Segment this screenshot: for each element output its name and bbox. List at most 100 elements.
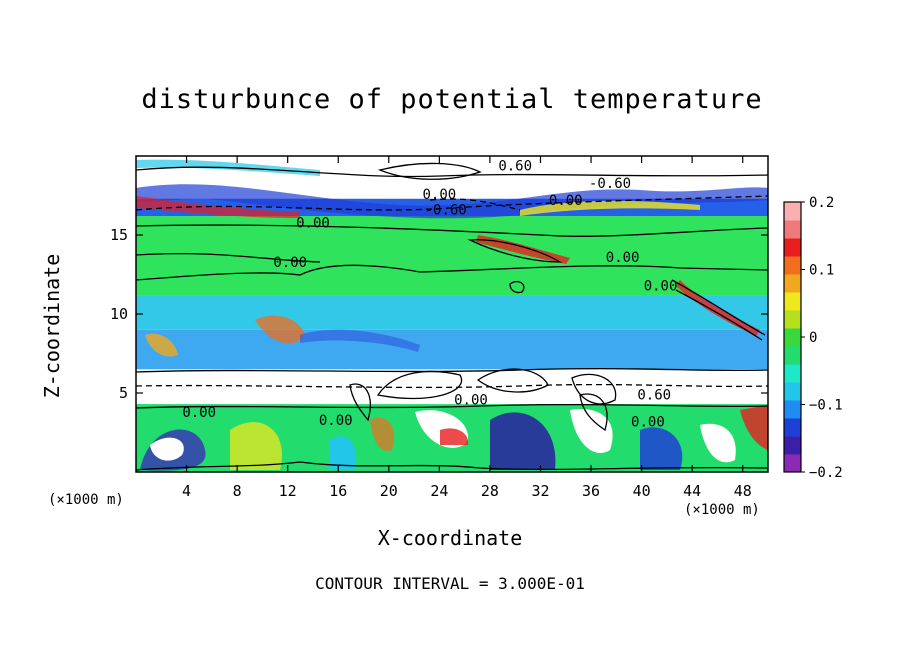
contour-label: 0.00 bbox=[273, 255, 307, 271]
contour-line bbox=[136, 461, 768, 471]
x-tick-label: 28 bbox=[481, 482, 499, 500]
colorbar-tick-label: 0 bbox=[809, 330, 817, 346]
contour-label: -0.60 bbox=[425, 203, 467, 219]
colorbar-segment bbox=[784, 202, 801, 221]
y-tick-label: 10 bbox=[110, 305, 128, 323]
upper-streak bbox=[520, 200, 700, 216]
contour-interval-note: CONTOUR INTERVAL = 3.000E-01 bbox=[315, 574, 585, 593]
colorbar-segment bbox=[784, 382, 801, 401]
color-bands bbox=[136, 156, 768, 472]
contour-line bbox=[377, 162, 482, 180]
colorbar: 0.2 0.1 0 −0.1 −0.2 bbox=[783, 195, 843, 481]
contour-labels: 0.60-0.600.00 0.00-0.600.000.00 0.000.000.… bbox=[182, 158, 677, 430]
field-band bbox=[136, 329, 768, 370]
x-tick-label: 48 bbox=[734, 482, 752, 500]
contour-line bbox=[349, 383, 371, 422]
x-tick-label: 4 bbox=[182, 482, 191, 500]
turbulence-blob bbox=[570, 409, 613, 454]
colorbar-segment bbox=[784, 364, 801, 383]
turbulence-blob bbox=[150, 437, 184, 461]
contour-line bbox=[136, 403, 768, 409]
turbulence-blob bbox=[740, 405, 768, 450]
x-tick-label: 32 bbox=[531, 482, 549, 500]
contour-label: 0.00 bbox=[631, 414, 665, 430]
colorbar-segment bbox=[784, 256, 801, 275]
contour-label: 0.00 bbox=[454, 392, 488, 408]
mid-feature bbox=[145, 333, 178, 357]
contour-line bbox=[675, 289, 763, 341]
x-unit-label-right: (×1000 m) bbox=[684, 502, 760, 518]
field-band bbox=[136, 216, 768, 296]
colorbar-segment bbox=[784, 220, 801, 239]
colorbar-segment bbox=[784, 310, 801, 329]
contour-line bbox=[429, 198, 521, 211]
colorbar-segment bbox=[784, 292, 801, 311]
y-tick-label: 15 bbox=[110, 226, 128, 244]
contour-line bbox=[579, 393, 608, 432]
x-tick-label: 16 bbox=[329, 482, 347, 500]
turbulence-blob bbox=[370, 417, 395, 451]
contour-label: 0.00 bbox=[606, 250, 640, 266]
x-tick-label: 12 bbox=[279, 482, 297, 500]
contour-label: 0.00 bbox=[549, 193, 583, 209]
turbulence-blob bbox=[230, 422, 282, 470]
mid-feature bbox=[676, 280, 760, 336]
contour-line bbox=[467, 239, 563, 263]
contour-line bbox=[476, 368, 549, 393]
x-tick-label: 44 bbox=[683, 482, 701, 500]
y-axis-label: Z-coordinate bbox=[40, 253, 64, 399]
contour-line bbox=[376, 370, 463, 400]
x-unit-label: (×1000 m) bbox=[48, 492, 124, 508]
x-axis: 4 8 12 16 20 24 28 32 36 40 44 48 bbox=[182, 156, 752, 500]
colorbar-tick-label: 0.2 bbox=[809, 195, 834, 211]
colorbar-segment bbox=[784, 238, 801, 257]
contour-label: 0.60 bbox=[637, 388, 671, 404]
x-tick-label: 24 bbox=[430, 482, 448, 500]
chart-title: disturbunce of potential temperature bbox=[141, 84, 763, 115]
colorbar-tick-label: 0.1 bbox=[809, 263, 834, 279]
turbulence-blob bbox=[330, 436, 356, 470]
colorbar-segment bbox=[784, 346, 801, 365]
field-band bbox=[136, 295, 768, 330]
y-axis: 5 10 15 bbox=[110, 226, 768, 402]
contour-label: 0.00 bbox=[182, 405, 216, 421]
turbulence-blob bbox=[490, 412, 556, 470]
upper-streak bbox=[136, 184, 768, 219]
mid-feature bbox=[255, 315, 305, 344]
y-tick-label: 5 bbox=[119, 384, 128, 402]
contour-label: 0.00 bbox=[644, 279, 678, 295]
turbulence-blob bbox=[700, 423, 736, 463]
contour-line bbox=[136, 252, 321, 263]
contour-line bbox=[136, 166, 768, 178]
contour-line bbox=[136, 224, 768, 237]
contour-label: 0.60 bbox=[498, 158, 532, 174]
colorbar-tick-label: −0.2 bbox=[809, 465, 843, 481]
x-tick-label: 40 bbox=[633, 482, 651, 500]
colorbar-segment bbox=[784, 454, 801, 473]
x-tick-label: 20 bbox=[380, 482, 398, 500]
contour-line bbox=[136, 264, 768, 281]
contour-line bbox=[571, 373, 617, 405]
contour-line bbox=[136, 195, 768, 211]
colorbar-segment bbox=[784, 400, 801, 419]
x-tick-label: 8 bbox=[233, 482, 242, 500]
colorbar-segment bbox=[784, 418, 801, 437]
contour-label: -0.60 bbox=[589, 176, 631, 192]
colorbar-segment bbox=[784, 328, 801, 347]
x-tick-label: 36 bbox=[582, 482, 600, 500]
contour-label: 0.00 bbox=[296, 215, 330, 231]
contour-label: 0.00 bbox=[319, 413, 353, 429]
contour-line bbox=[509, 280, 525, 294]
colorbar-segment bbox=[784, 274, 801, 293]
turbulence-blob bbox=[440, 428, 469, 445]
colorbar-tick-label: −0.1 bbox=[809, 398, 843, 414]
contour-line bbox=[671, 279, 766, 336]
contour-lines bbox=[136, 162, 768, 471]
colorbar-segment bbox=[784, 436, 801, 455]
mid-feature bbox=[300, 329, 420, 352]
contour-label: 0.00 bbox=[423, 187, 457, 203]
turbulence-blob bbox=[640, 427, 683, 470]
x-axis-label: X-coordinate bbox=[377, 526, 523, 550]
contour-line bbox=[136, 383, 768, 389]
